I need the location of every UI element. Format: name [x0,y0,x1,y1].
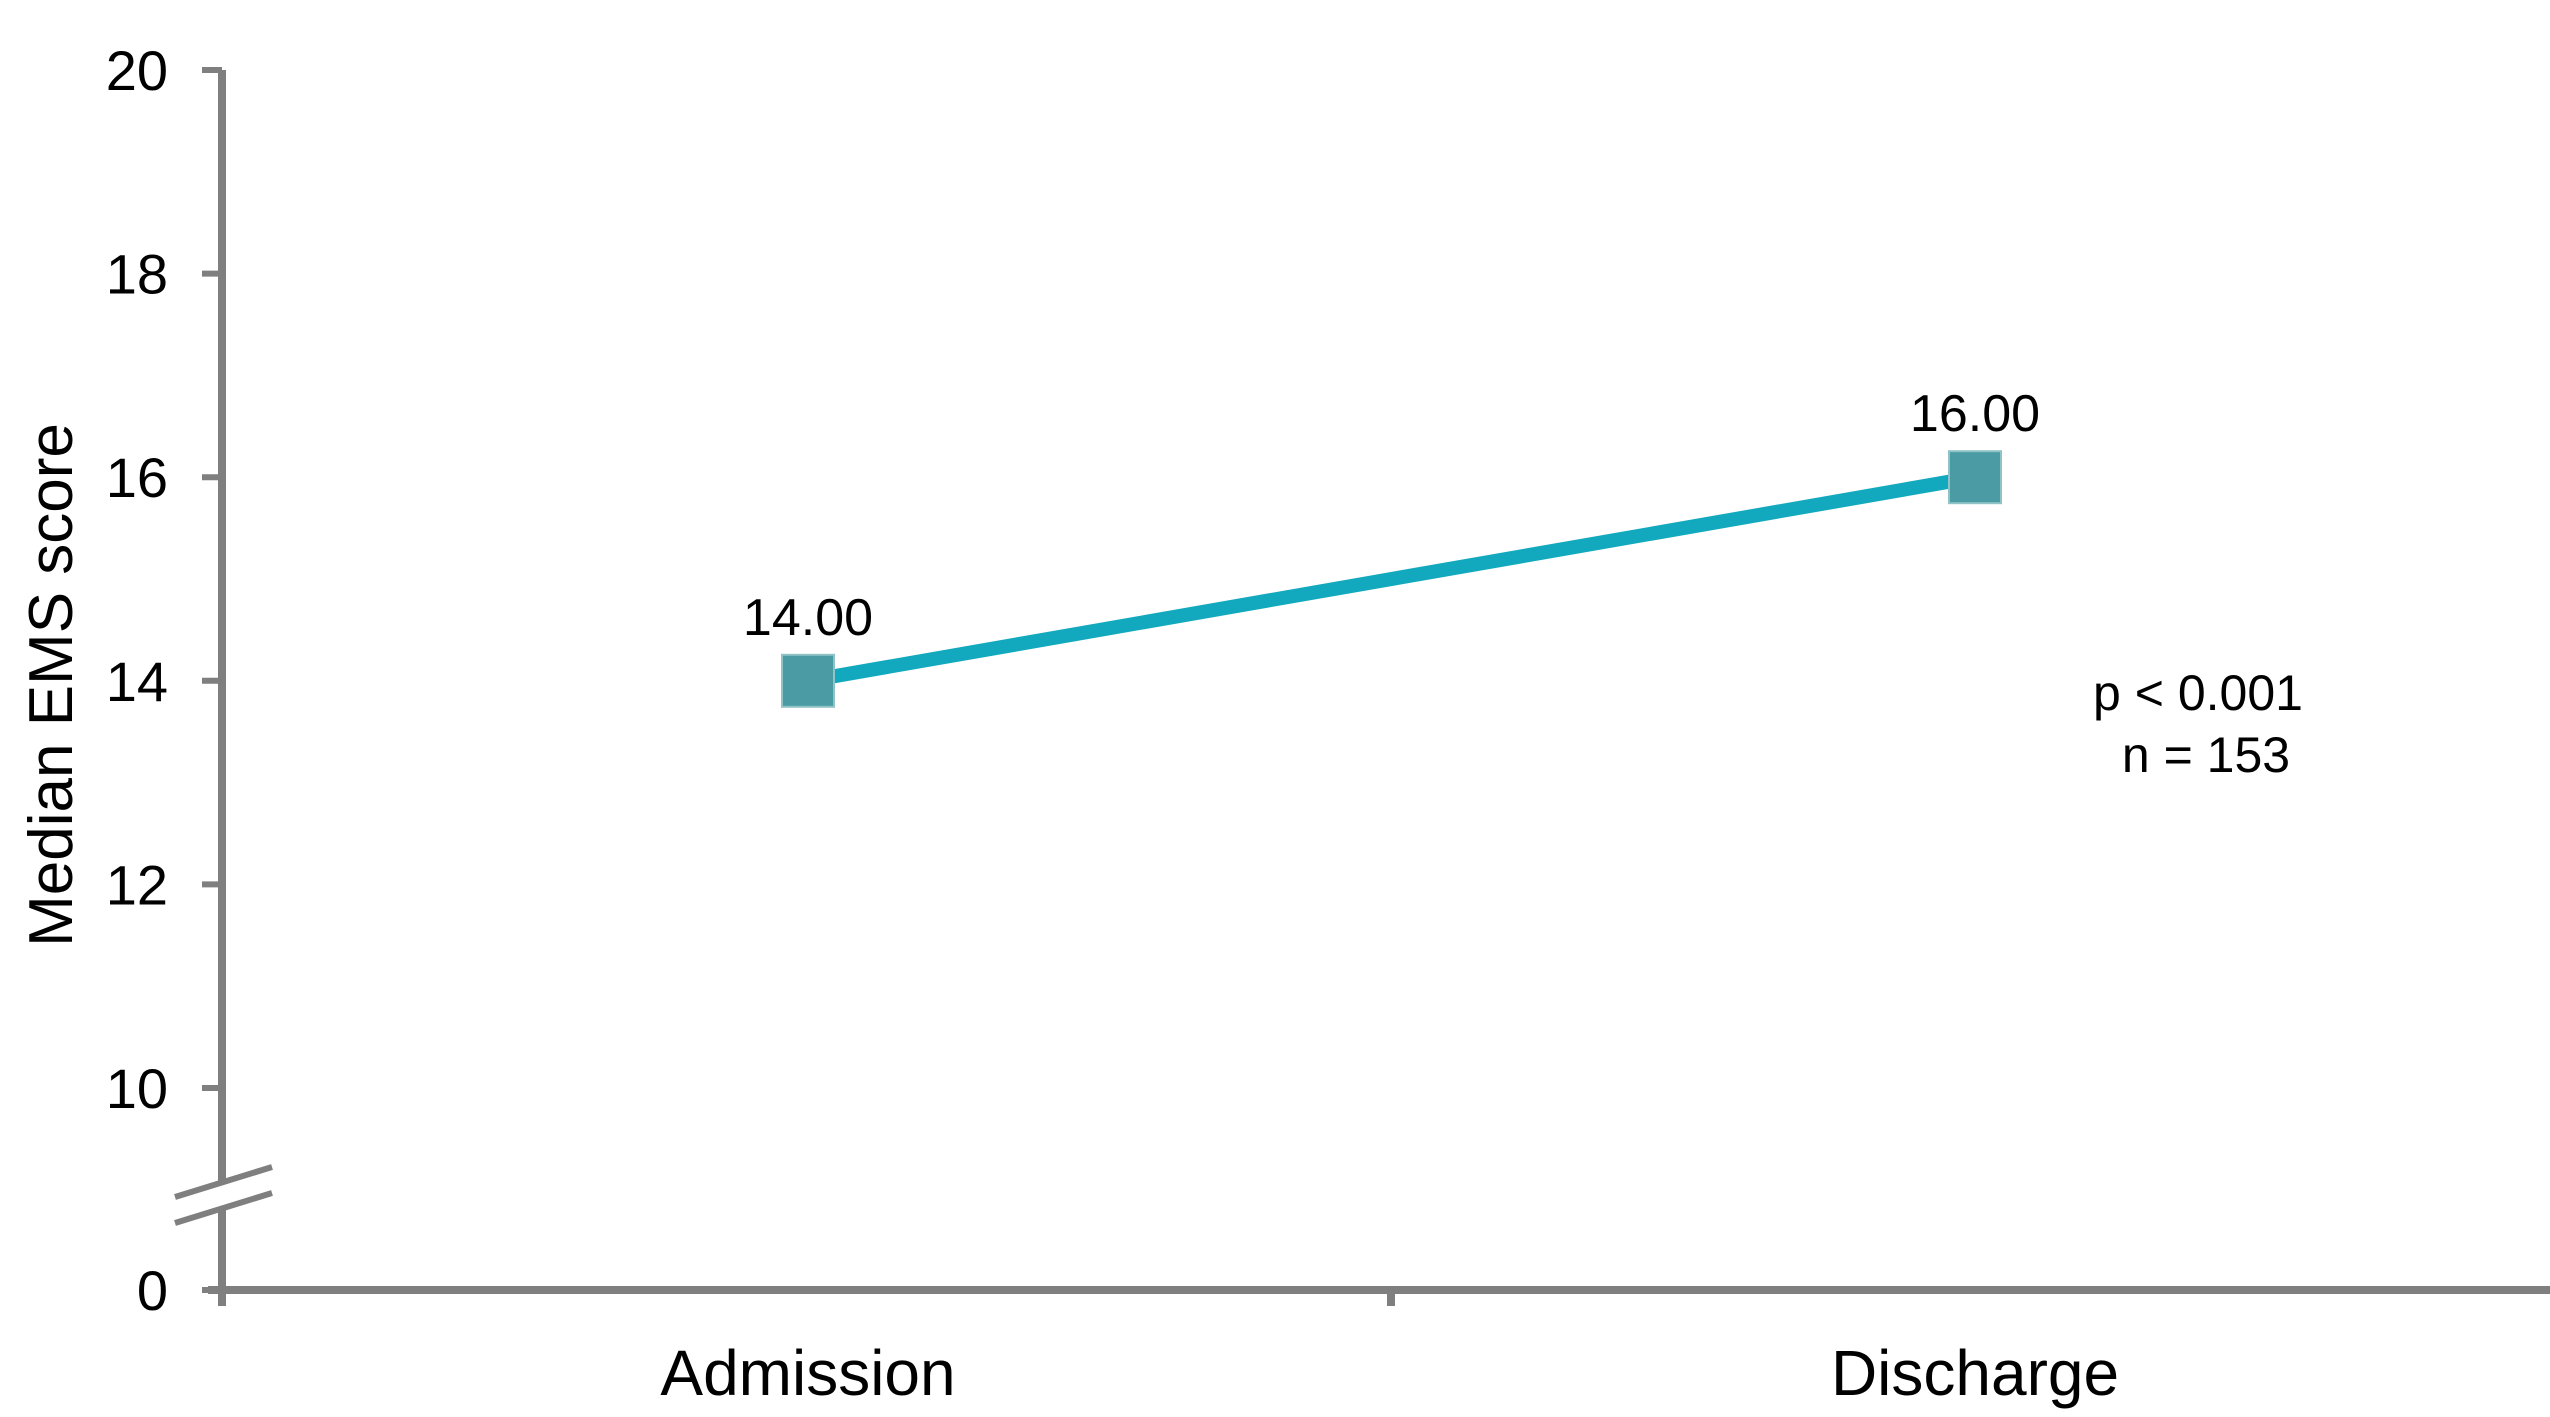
series-line [806,470,1977,688]
labels: 14.00 16.00 [743,385,2040,647]
annotation-p-value: p < 0.001 [2093,665,2303,721]
axis-break-mark [174,1164,273,1200]
y-tick-label: 10 [106,1057,168,1120]
annotation-sample-size: n = 153 [2122,727,2290,783]
axes [174,70,2550,1306]
y-tick-label: 18 [106,243,168,306]
data-label: 16.00 [1910,385,2040,443]
data-label: 14.00 [743,589,873,647]
y-axis-label: Median EMS score [17,423,86,947]
y-tick-label: 20 [106,39,168,102]
y-tick-label: 0 [137,1259,168,1322]
x-ticks: Admission Discharge [218,1290,2119,1409]
data-point-marker [781,653,835,708]
y-tick-label: 16 [106,446,168,509]
y-ticks: 0 10 12 14 16 18 20 [106,39,222,1322]
y-tick-label: 12 [106,853,168,916]
data-point-marker [1948,450,2002,505]
x-category-label: Discharge [1831,1337,2119,1409]
y-tick-label: 14 [106,650,168,713]
series [781,450,2002,708]
axis-break-mark [174,1190,273,1226]
x-category-label: Admission [660,1337,955,1409]
